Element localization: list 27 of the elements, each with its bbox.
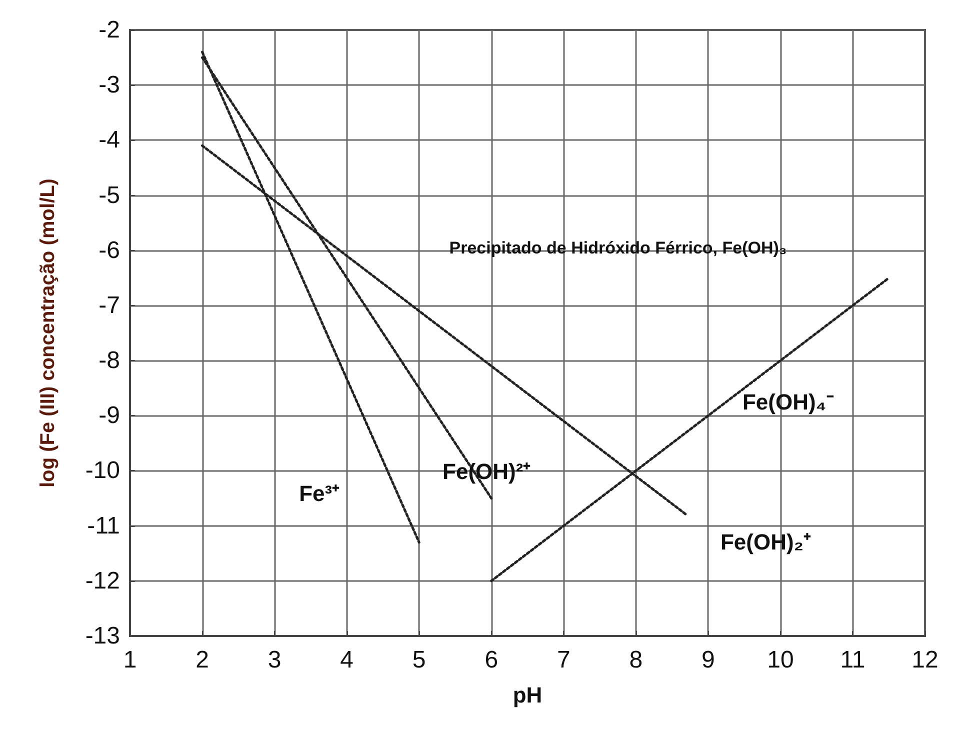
- y-tick-label: -12: [85, 567, 120, 594]
- y-tick-label: -8: [98, 347, 120, 374]
- x-tick-label: 2: [196, 646, 209, 674]
- y-tick-label: -5: [98, 182, 120, 209]
- x-tick-label: 3: [268, 646, 282, 674]
- y-tick-label: -11: [87, 512, 120, 540]
- x-tick-label: 1: [123, 646, 137, 674]
- x-tick-label: 8: [629, 646, 643, 674]
- x-tick-label: 9: [702, 646, 715, 674]
- y-tick-label: -6: [98, 236, 120, 264]
- y-tick-label: -7: [98, 292, 120, 319]
- x-tick-label: 10: [767, 646, 794, 674]
- y-tick-label: -10: [85, 457, 120, 484]
- y-tick-label: -2: [98, 16, 120, 44]
- x-tick-label: 7: [556, 646, 570, 674]
- y-tick-label: -4: [98, 126, 120, 154]
- text: Fe³⁺: [299, 480, 340, 506]
- x-tick-label: 11: [840, 646, 866, 674]
- x-tick-label: 5: [412, 646, 426, 674]
- x-tick-label: 12: [912, 646, 938, 674]
- y-tick-label: -9: [98, 402, 120, 430]
- y-axis-title: log (Fe (III) concentração (mol/L): [37, 178, 59, 488]
- y-tick-label: -3: [98, 72, 120, 99]
- x-axis-title: pH: [512, 682, 542, 708]
- x-tick-label: 6: [484, 646, 498, 674]
- x-tick-label: 4: [340, 646, 354, 674]
- y-tick-label: -13: [85, 622, 120, 650]
